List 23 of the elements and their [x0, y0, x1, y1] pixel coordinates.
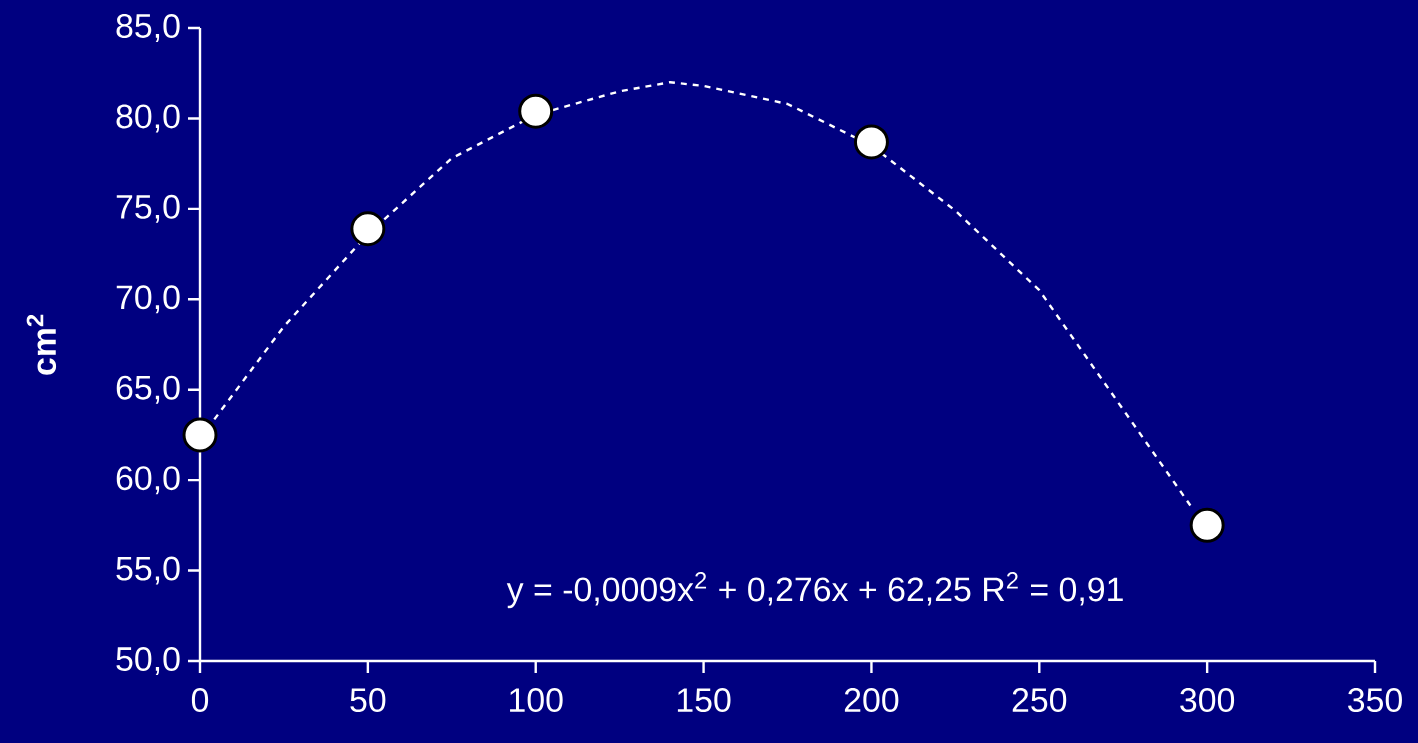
x-tick-label: 250: [1012, 688, 1067, 713]
y-tick-label: 50,0: [116, 647, 180, 675]
x-tick-label: 50: [350, 688, 386, 713]
y-tick-label: 75,0: [116, 194, 180, 223]
y-tick-label: 55,0: [116, 556, 180, 585]
point: [182, 417, 218, 453]
y-tick-label: 85,0: [116, 14, 180, 42]
annotation: y = -0,0009x$^{2}$ + 0,276x + 62,25 R$^{2}$ = 0,91: [506, 572, 1123, 609]
x-tick-label: 0: [191, 688, 209, 713]
x-tick-label: 100: [510, 688, 563, 713]
x-tick-label: 200: [844, 688, 899, 713]
point: [518, 93, 554, 129]
y-tick-label: 70,0: [116, 285, 180, 314]
point: [1189, 507, 1225, 543]
y-tick-label: 80,0: [116, 104, 180, 133]
y-tick-label: 65,0: [116, 375, 180, 404]
y-axis-title: cm$^{2}$: [26, 314, 57, 375]
x-tick-label: 300: [1180, 688, 1235, 713]
y-tick-label: 60,0: [116, 466, 180, 495]
point: [853, 124, 889, 160]
x-tick-label: 350: [1348, 688, 1402, 713]
x-tick-label: 150: [677, 688, 731, 713]
point: [350, 211, 386, 247]
